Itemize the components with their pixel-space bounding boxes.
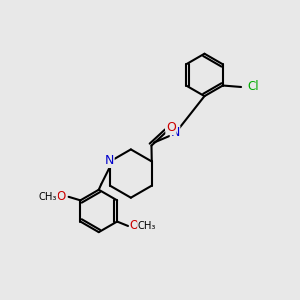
Text: O: O [56, 190, 66, 203]
Text: H: H [166, 121, 174, 131]
Text: CH₃: CH₃ [138, 221, 156, 231]
Text: O: O [166, 122, 176, 134]
Text: CH₃: CH₃ [39, 192, 57, 202]
Text: N: N [170, 126, 180, 139]
Text: N: N [105, 154, 114, 167]
Text: O: O [130, 220, 139, 232]
Text: Cl: Cl [248, 80, 260, 94]
